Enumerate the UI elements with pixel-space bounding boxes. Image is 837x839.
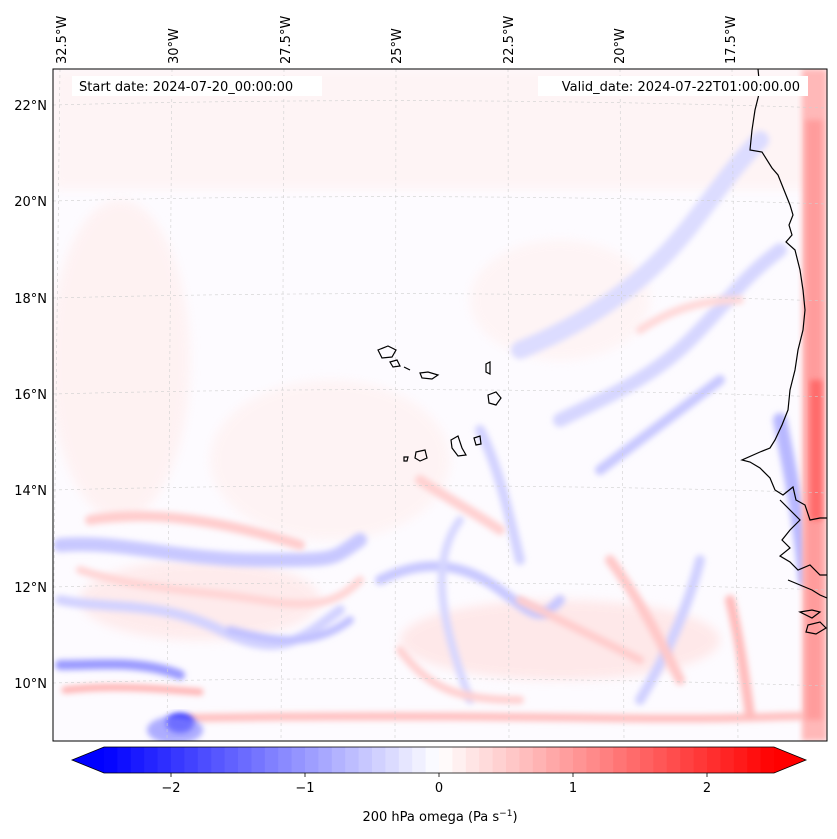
island-sao-nicolau <box>419 371 440 380</box>
colorbar-ticks: −2 −1 0 1 2 <box>161 773 711 796</box>
colorbar-tick-label: 2 <box>703 781 711 796</box>
colorbar-cell <box>479 747 494 773</box>
colorbar-cell <box>680 747 695 773</box>
colorbar-cell <box>197 747 212 773</box>
lat-label: 22°N <box>14 99 47 114</box>
colorbar-cell <box>613 747 628 773</box>
colorbar-cell <box>171 747 185 773</box>
colorbar-cell <box>358 747 373 773</box>
island-brava <box>403 456 409 462</box>
colorbar-cell <box>707 747 721 773</box>
colorbar-cell <box>506 747 520 773</box>
colorbar-cell <box>760 747 775 773</box>
start-date-text: Start date: 2024-07-20_00:00:00 <box>79 80 293 95</box>
colorbar-tick-label: −1 <box>295 781 314 796</box>
colorbar-min-extension <box>72 747 104 773</box>
island-santiago <box>450 435 467 457</box>
start-date-box <box>72 76 322 96</box>
colorbar-cell <box>720 747 735 773</box>
colorbar-tick-label: 1 <box>569 781 577 796</box>
colorbar-cell <box>264 747 279 773</box>
map-frame <box>52 68 828 742</box>
colorbar-cell <box>251 747 266 773</box>
lon-label: 27.5°W <box>279 16 294 64</box>
colorbar-cell <box>318 747 333 773</box>
lat-label: 12°N <box>14 581 47 596</box>
colorbar-cell <box>666 747 681 773</box>
lat-label: 18°N <box>14 292 47 307</box>
lon-label: 30°W <box>167 28 182 64</box>
colorbar-cell <box>532 747 547 773</box>
colorbar-cell <box>144 747 159 773</box>
colorbar-cell <box>398 747 413 773</box>
coastline <box>377 69 827 635</box>
colorbar-cell <box>519 747 534 773</box>
colorbar-cell <box>331 747 346 773</box>
colorbar-cell <box>492 747 507 773</box>
colorbar-max-extension <box>774 747 806 773</box>
colorbar-cell <box>157 747 172 773</box>
island-sal <box>485 361 491 375</box>
colorbar-cell <box>130 747 145 773</box>
colorbar: −2 −1 0 1 2 200 hPa omega (Pa s−1) <box>70 746 808 825</box>
island-santo-antao <box>377 345 397 359</box>
colorbar-cell <box>693 747 708 773</box>
colorbar-cell <box>640 747 654 773</box>
latitude-labels: 22°N 20°N 18°N 16°N 14°N 12°N 10°N <box>14 99 47 692</box>
colorbar-outline <box>70 746 808 774</box>
valid-date-text: Valid_date: 2024-07-22T01:00:00.00 <box>562 80 800 95</box>
colorbar-cell <box>238 747 252 773</box>
lat-label: 20°N <box>14 195 47 210</box>
colorbar-cell <box>573 747 587 773</box>
colorbar-tick-label: −2 <box>161 781 180 796</box>
longitude-labels: 32.5°W 30°W 27.5°W 25°W 22.5°W 20°W 17.5… <box>55 16 739 64</box>
colorbar-cell <box>385 747 400 773</box>
colorbar-cell <box>412 747 427 773</box>
colorbar-cell <box>224 747 239 773</box>
map-panel: Start date: 2024-07-20_00:00:00 Valid_da… <box>14 16 828 742</box>
colorbar-cell <box>372 747 386 773</box>
island-fogo <box>414 449 428 462</box>
colorbar-cell <box>452 747 467 773</box>
colorbar-cell <box>586 747 601 773</box>
colorbar-cell <box>104 747 118 773</box>
lon-label: 20°W <box>613 28 628 64</box>
lon-label: 32.5°W <box>55 16 70 64</box>
colorbar-cell <box>278 747 293 773</box>
colorbar-cell <box>733 747 748 773</box>
colorbar-cell <box>546 747 561 773</box>
island-maio <box>473 435 482 446</box>
colorbar-cell <box>425 747 440 773</box>
lat-label: 10°N <box>14 677 47 692</box>
lon-label: 17.5°W <box>724 16 739 64</box>
colorbar-cell <box>211 747 226 773</box>
colorbar-cell <box>291 747 306 773</box>
colorbar-cell <box>117 747 132 773</box>
graticule <box>53 69 827 741</box>
colorbar-cell <box>599 747 614 773</box>
island-boa-vista <box>487 391 502 406</box>
colorbar-cell <box>465 747 480 773</box>
colorbar-cell <box>439 747 453 773</box>
colorbar-tick-label: 0 <box>435 781 443 796</box>
colorbar-cell <box>345 747 360 773</box>
colorbar-cell <box>747 747 762 773</box>
lat-label: 16°N <box>14 388 47 403</box>
island-sao-vicente <box>389 359 401 368</box>
colorbar-cell <box>559 747 574 773</box>
lon-label: 22.5°W <box>502 16 517 64</box>
lat-label: 14°N <box>14 484 47 499</box>
colorbar-cell <box>626 747 641 773</box>
colorbar-label: 200 hPa omega (Pa s−1) <box>362 809 517 825</box>
lon-label: 25°W <box>390 28 405 64</box>
colorbar-cell <box>653 747 668 773</box>
colorbar-cells <box>104 747 775 773</box>
valid-date-box <box>538 76 808 96</box>
colorbar-cell <box>305 747 319 773</box>
colorbar-cell <box>184 747 199 773</box>
